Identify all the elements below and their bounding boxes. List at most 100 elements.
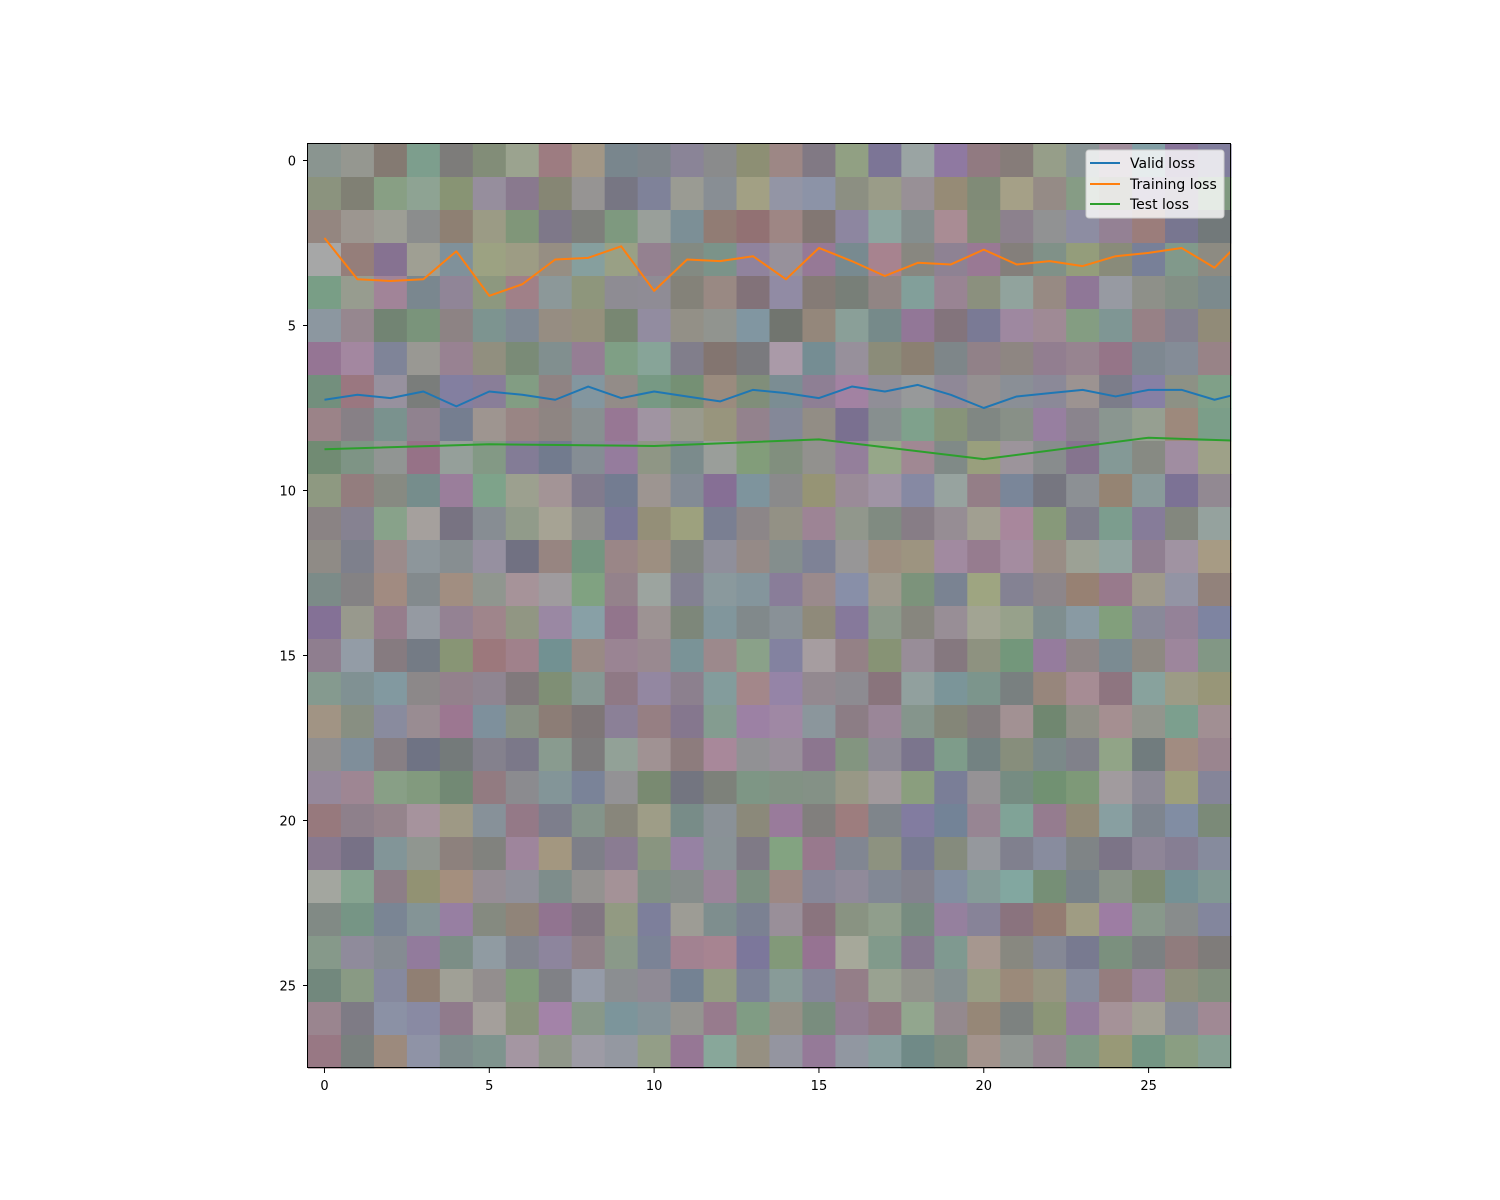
- heatmap-cell: [868, 639, 902, 673]
- heatmap-cell: [670, 1035, 705, 1069]
- heatmap-cell: [604, 606, 639, 640]
- heatmap-cell: [340, 1002, 375, 1036]
- heatmap-cell: [505, 606, 540, 640]
- heatmap-cell: [505, 408, 540, 442]
- heatmap-cell: [1066, 408, 1100, 442]
- heatmap-cell: [967, 837, 1001, 871]
- heatmap-cell: [670, 276, 705, 310]
- heatmap-cell: [340, 837, 375, 871]
- heatmap-cell: [868, 606, 902, 640]
- heatmap-cell: [373, 243, 408, 277]
- heatmap-cell: [934, 606, 968, 640]
- heatmap-cell: [538, 705, 573, 739]
- heatmap-cell: [571, 573, 606, 607]
- heatmap-cell: [1165, 870, 1199, 904]
- heatmap-cell: [934, 474, 968, 508]
- heatmap-cell: [340, 276, 375, 310]
- heatmap-cell: [967, 309, 1001, 343]
- heatmap-cell: [1033, 969, 1067, 1003]
- heatmap-cell: [670, 573, 705, 607]
- heatmap-cell: [901, 243, 935, 277]
- heatmap-cell: [604, 375, 639, 409]
- heatmap-cell: [769, 1035, 804, 1069]
- heatmap-cell: [703, 474, 738, 508]
- heatmap-cell: [439, 210, 474, 244]
- heatmap-cell: [340, 1035, 375, 1069]
- heatmap-cell: [505, 705, 540, 739]
- heatmap-cell: [637, 276, 672, 310]
- heatmap-cell: [538, 738, 573, 772]
- heatmap-cell: [406, 1035, 441, 1069]
- heatmap-cell: [1066, 837, 1100, 871]
- heatmap-cell: [439, 1002, 474, 1036]
- heatmap-cell: [1066, 243, 1100, 277]
- heatmap-cell: [769, 672, 804, 706]
- heatmap-cell: [901, 375, 935, 409]
- heatmap-cell: [505, 936, 540, 970]
- heatmap-cell: [868, 507, 902, 541]
- heatmap-cell: [835, 870, 869, 904]
- heatmap-cell: [802, 639, 837, 673]
- heatmap-cell: [703, 210, 738, 244]
- heatmap-cell: [406, 672, 441, 706]
- heatmap-cell: [373, 573, 408, 607]
- heatmap-cell: [670, 639, 705, 673]
- heatmap-cell: [1198, 837, 1232, 871]
- heatmap-cell: [736, 177, 771, 211]
- heatmap-cell: [1198, 936, 1232, 970]
- heatmap-cell: [1165, 375, 1199, 409]
- heatmap-cell: [637, 573, 672, 607]
- heatmap-cell: [703, 540, 738, 574]
- heatmap-cell: [967, 606, 1001, 640]
- heatmap-cell: [1099, 639, 1133, 673]
- heatmap-cell: [868, 177, 902, 211]
- heatmap-cell: [1132, 936, 1166, 970]
- heatmap-cell: [703, 903, 738, 937]
- heatmap-cell: [835, 177, 869, 211]
- heatmap-cell: [703, 672, 738, 706]
- heatmap-cell: [934, 804, 968, 838]
- heatmap-cell: [1198, 738, 1232, 772]
- heatmap-cell: [769, 507, 804, 541]
- heatmap-cell: [1066, 1035, 1100, 1069]
- heatmap-cell: [670, 210, 705, 244]
- heatmap-cell: [769, 837, 804, 871]
- heatmap-cell: [802, 408, 837, 442]
- heatmap-cell: [505, 1035, 540, 1069]
- heatmap-cell: [736, 441, 771, 475]
- heatmap-cell: [835, 771, 869, 805]
- heatmap-cell: [1099, 1035, 1133, 1069]
- heatmap-cell: [934, 870, 968, 904]
- heatmap-cell: [703, 177, 738, 211]
- heatmap-cell: [505, 507, 540, 541]
- heatmap-cell: [637, 210, 672, 244]
- heatmap-cell: [406, 903, 441, 937]
- heatmap-cell: [670, 309, 705, 343]
- heatmap-cell: [538, 1035, 573, 1069]
- heatmap-cell: [538, 639, 573, 673]
- heatmap-cell: [373, 870, 408, 904]
- heatmap-cell: [736, 936, 771, 970]
- heatmap-cell: [901, 639, 935, 673]
- heatmap-cell: [439, 903, 474, 937]
- heatmap-cell: [1033, 1035, 1067, 1069]
- heatmap-cell: [967, 903, 1001, 937]
- heatmap-cell: [538, 408, 573, 442]
- heatmap-cell: [802, 870, 837, 904]
- heatmap-cell: [967, 474, 1001, 508]
- heatmap-cell: [967, 276, 1001, 310]
- heatmap-cell: [1000, 309, 1034, 343]
- heatmap-cell: [472, 606, 507, 640]
- heatmap-cell: [373, 705, 408, 739]
- heatmap-cell: [538, 672, 573, 706]
- heatmap-cell: [1099, 408, 1133, 442]
- heatmap-cell: [571, 1002, 606, 1036]
- heatmap-cell: [538, 342, 573, 376]
- heatmap-cell: [406, 639, 441, 673]
- heatmap-cell: [670, 606, 705, 640]
- heatmap-cell: [769, 309, 804, 343]
- heatmap-cell: [835, 969, 869, 1003]
- heatmap-cell: [1132, 903, 1166, 937]
- heatmap-cell: [769, 771, 804, 805]
- heatmap-cell: [604, 243, 639, 277]
